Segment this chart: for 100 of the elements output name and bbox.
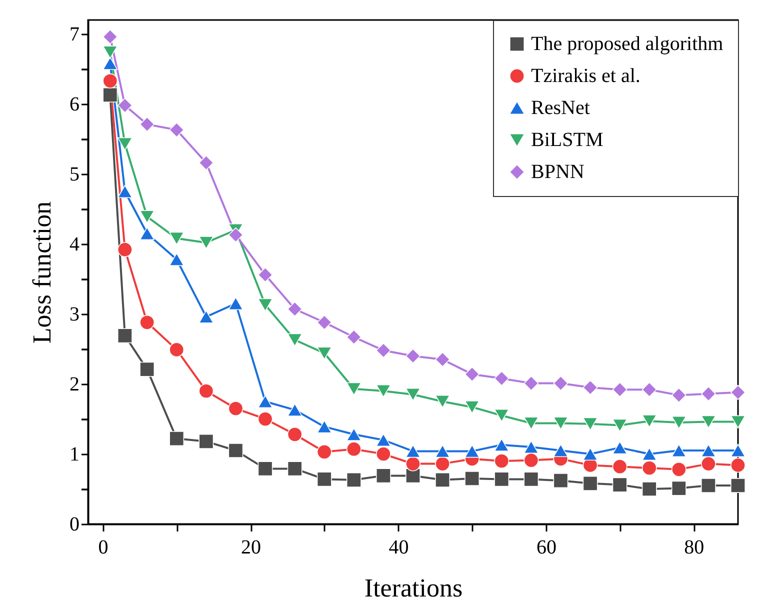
point (435, 352, 450, 367)
point (316, 472, 332, 487)
legend-label: ResNet (531, 97, 590, 119)
point (287, 426, 302, 442)
point (102, 56, 118, 70)
point (524, 416, 539, 430)
point (464, 366, 480, 382)
point (730, 415, 746, 428)
point (700, 444, 716, 458)
point (642, 382, 657, 398)
point (671, 444, 686, 458)
point (700, 478, 716, 493)
y-tick-label: 6 (70, 94, 80, 116)
point (287, 461, 302, 476)
point (140, 226, 155, 240)
point (494, 438, 510, 452)
point (406, 388, 420, 402)
point (464, 400, 480, 414)
legend-label: BPNN (531, 161, 584, 183)
point (612, 477, 628, 492)
point (642, 414, 657, 428)
point (524, 376, 539, 391)
point (700, 415, 716, 428)
point (316, 444, 332, 460)
point (258, 412, 273, 426)
point (642, 482, 657, 496)
point (435, 444, 450, 458)
point (700, 386, 716, 402)
point (435, 456, 450, 472)
point (316, 346, 332, 360)
point (553, 473, 568, 488)
point (612, 418, 628, 432)
point (346, 428, 362, 441)
y-tick-label: 0 (70, 514, 80, 536)
point (700, 456, 716, 472)
point (376, 446, 391, 462)
point (582, 476, 598, 491)
point (198, 384, 214, 398)
x-tick-label: 20 (241, 536, 261, 558)
point (228, 443, 244, 458)
point (346, 330, 362, 345)
point (553, 416, 568, 430)
point (258, 394, 273, 408)
point (494, 454, 510, 468)
point (730, 384, 746, 400)
point (169, 232, 184, 245)
point (612, 382, 628, 398)
point (494, 472, 510, 487)
x-tick-label: 0 (98, 536, 108, 558)
point (435, 394, 450, 408)
point (140, 362, 155, 377)
point (117, 137, 132, 150)
point (117, 242, 132, 258)
point (117, 184, 132, 198)
point (169, 342, 184, 358)
point (671, 416, 686, 430)
point (642, 447, 657, 461)
point (102, 29, 118, 44)
point (346, 442, 362, 457)
y-tick-label: 7 (70, 24, 80, 46)
point (376, 342, 391, 358)
point (376, 433, 391, 447)
y-tick-label: 2 (70, 374, 80, 396)
point (140, 116, 155, 132)
legend-label: The proposed algorithm (531, 33, 724, 55)
point (117, 328, 132, 344)
point (169, 122, 184, 138)
point (582, 417, 598, 430)
x-tick-label: 80 (684, 536, 704, 558)
point (376, 384, 391, 398)
y-tick-label: 3 (70, 304, 80, 326)
point (553, 444, 568, 458)
point (730, 458, 746, 473)
point (376, 468, 391, 484)
point (169, 252, 184, 266)
point (102, 46, 118, 59)
point (671, 480, 686, 496)
point (316, 314, 332, 330)
point (582, 380, 598, 395)
point (287, 403, 302, 416)
point (102, 87, 118, 102)
x-tick-label: 40 (388, 536, 409, 558)
y-tick-label: 4 (70, 234, 80, 256)
point (228, 227, 244, 242)
point (553, 376, 568, 391)
y-tick-label: 1 (70, 444, 80, 466)
point (228, 296, 244, 310)
point (406, 456, 420, 472)
x-axis-title: Iterations (364, 574, 463, 602)
point (612, 459, 628, 474)
point (102, 73, 118, 88)
point (117, 98, 132, 113)
point (582, 447, 598, 461)
point (464, 444, 480, 458)
y-axis-title: Loss function (28, 201, 56, 344)
point (406, 348, 420, 364)
point (406, 444, 420, 458)
point (198, 434, 214, 449)
point (524, 472, 539, 487)
point (140, 210, 155, 224)
